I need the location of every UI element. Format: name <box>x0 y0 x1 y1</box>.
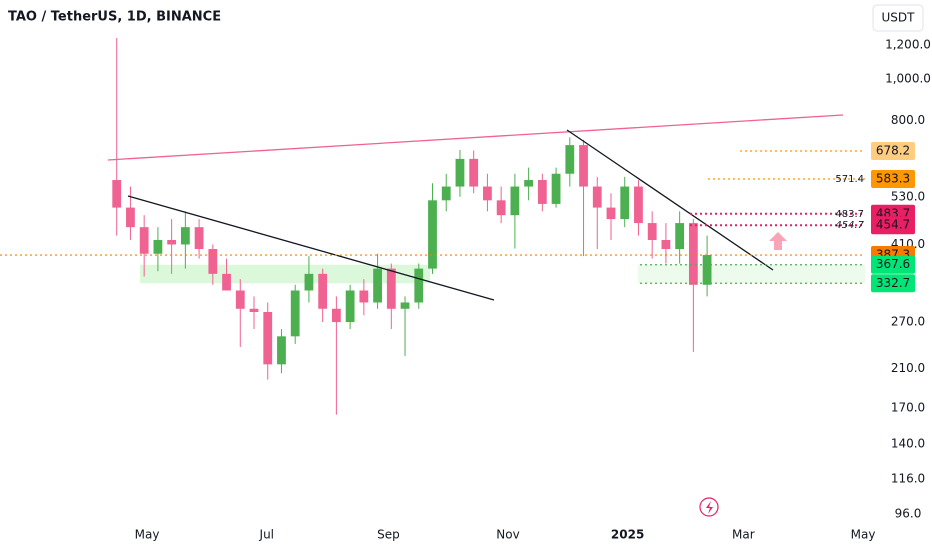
candle-body <box>579 145 588 187</box>
candles <box>112 38 712 415</box>
y-tick-label: 800.0 <box>891 113 925 127</box>
candle-body <box>235 290 245 309</box>
candle-body <box>249 308 259 313</box>
price-level-note: 571.4 <box>835 174 864 185</box>
y-tick-label: 116.0 <box>891 471 925 485</box>
candle-body <box>592 186 602 208</box>
trendline <box>566 129 774 271</box>
x-tick-label: Mar <box>732 528 755 542</box>
candle-body <box>359 290 369 303</box>
x-tick-label: Jul <box>259 528 274 542</box>
candle-body <box>208 249 218 274</box>
candle-body <box>290 290 300 337</box>
arrow-up-icon <box>769 232 787 250</box>
candle-body <box>661 239 671 250</box>
y-tick-label: 1,000.0 <box>885 71 931 85</box>
y-tick-label: 170.0 <box>891 400 925 414</box>
candle-body <box>551 173 561 204</box>
candle-body <box>524 180 534 187</box>
resistance-trendline <box>107 114 844 161</box>
y-tick-label: 530.0 <box>891 189 925 203</box>
candle-body <box>400 302 410 309</box>
candle-body <box>180 227 190 245</box>
candle-body <box>688 223 698 285</box>
price-badge <box>871 255 915 274</box>
x-tick-label: 2025 <box>611 528 644 542</box>
candle-body <box>304 273 314 291</box>
x-tick-label: Sep <box>377 528 400 542</box>
x-tick-label: Nov <box>496 528 519 542</box>
price-badge-label: 678.2 <box>876 143 910 157</box>
candle-body <box>675 223 685 250</box>
price-badge-label: 583.3 <box>876 171 910 185</box>
x-tick-label: May <box>135 528 160 542</box>
candle-body <box>565 145 575 174</box>
price-badge <box>871 216 915 235</box>
candle-body <box>620 186 630 220</box>
candle-body <box>194 227 204 250</box>
candle-body <box>606 207 616 220</box>
x-tick-label: May <box>851 528 876 542</box>
candle-body <box>153 239 163 254</box>
price-badge-label: 367.6 <box>876 257 910 271</box>
price-badge-label: 454.7 <box>876 218 910 232</box>
candle-body <box>126 207 135 228</box>
candle-body <box>537 180 547 204</box>
price-badge <box>871 169 915 188</box>
candle-body <box>702 255 712 285</box>
y-tick-label: 96.0 <box>895 507 922 521</box>
candle-body <box>331 308 341 323</box>
price-badge-label: 332.7 <box>876 276 910 290</box>
price-badge <box>871 141 915 160</box>
price-badge <box>871 274 915 293</box>
candle-body <box>469 158 479 187</box>
candle-body <box>112 180 122 208</box>
candle-body <box>345 290 355 323</box>
y-tick-label: 210.0 <box>891 361 925 375</box>
candle-body <box>414 268 424 303</box>
support-zone-fill <box>140 264 430 284</box>
alert-icon[interactable] <box>699 497 719 517</box>
alert-icon-bolt <box>706 501 713 514</box>
currency-button[interactable] <box>872 4 924 32</box>
candle-body <box>263 312 273 365</box>
candle-body <box>428 200 437 269</box>
candle-body <box>496 200 506 216</box>
candle-body <box>222 273 231 291</box>
currency-label: USDT <box>882 11 916 25</box>
chart-title: TAO / TetherUS, 1D, BINANCE <box>8 10 221 25</box>
candle-body <box>441 186 451 201</box>
support-zone-fill <box>638 264 865 284</box>
candle-body <box>386 268 396 309</box>
candle-body <box>455 158 465 187</box>
candle-body <box>139 227 149 254</box>
candle-body <box>318 273 328 309</box>
trendline <box>127 195 495 301</box>
candle-body <box>510 186 520 216</box>
candle-body <box>167 239 177 245</box>
candle-body <box>277 336 286 365</box>
candle-body <box>634 186 643 224</box>
candle-body <box>373 268 382 303</box>
price-level-note: 483.7 <box>835 209 864 220</box>
price-level-note: 454.7 <box>835 220 864 231</box>
y-tick-label: 270.0 <box>891 315 925 329</box>
candle-body <box>483 186 492 201</box>
y-tick-label: 1,200.0 <box>885 38 931 52</box>
y-tick-label: 140.0 <box>891 437 925 451</box>
candle-body <box>647 223 657 240</box>
